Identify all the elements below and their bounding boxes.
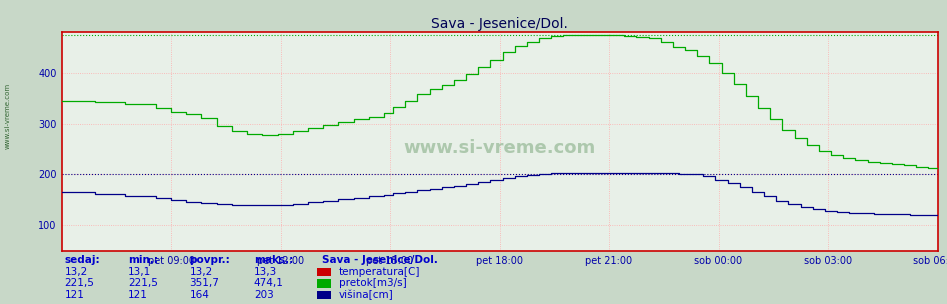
Text: min.:: min.: (128, 255, 158, 265)
Text: 351,7: 351,7 (189, 278, 220, 288)
Text: sedaj:: sedaj: (64, 255, 100, 265)
Text: 203: 203 (254, 290, 274, 300)
Text: maks.:: maks.: (254, 255, 293, 265)
Text: 13,2: 13,2 (64, 267, 88, 277)
Text: 13,2: 13,2 (189, 267, 213, 277)
Text: 13,3: 13,3 (254, 267, 277, 277)
Text: 474,1: 474,1 (254, 278, 284, 288)
Text: 164: 164 (189, 290, 209, 300)
Title: Sava - Jesenice/Dol.: Sava - Jesenice/Dol. (431, 17, 568, 31)
Text: višina[cm]: višina[cm] (339, 289, 394, 300)
Text: 221,5: 221,5 (64, 278, 95, 288)
Text: temperatura[C]: temperatura[C] (339, 267, 420, 277)
Text: 221,5: 221,5 (128, 278, 158, 288)
Text: www.si-vreme.com: www.si-vreme.com (403, 139, 596, 157)
Text: 13,1: 13,1 (128, 267, 152, 277)
Text: 121: 121 (128, 290, 148, 300)
Text: povpr.:: povpr.: (189, 255, 230, 265)
Text: Sava - Jesenice/Dol.: Sava - Jesenice/Dol. (322, 255, 438, 265)
Text: pretok[m3/s]: pretok[m3/s] (339, 278, 407, 288)
Text: 121: 121 (64, 290, 84, 300)
Text: www.si-vreme.com: www.si-vreme.com (5, 82, 10, 149)
